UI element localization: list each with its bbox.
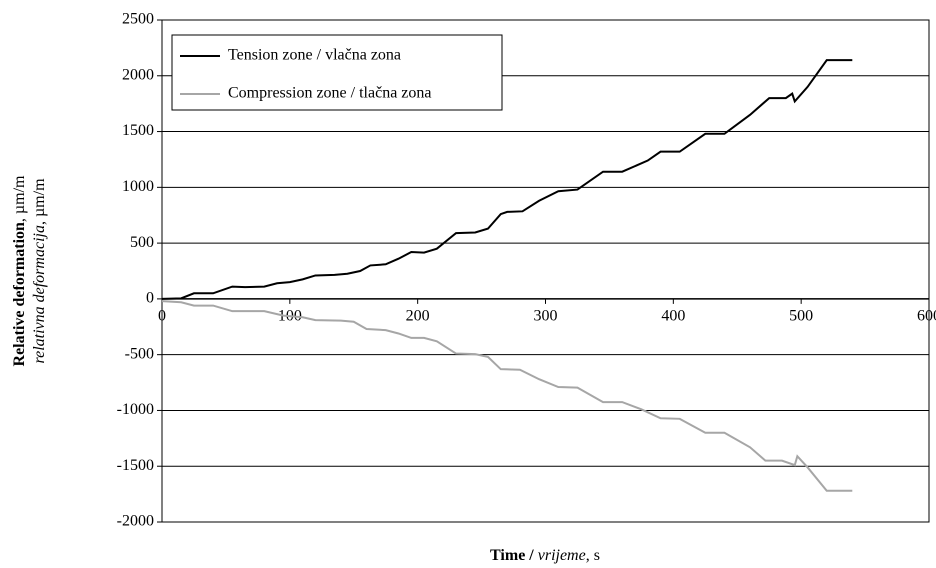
x-tick-label: 600 bbox=[917, 308, 936, 325]
y-tick-label: 500 bbox=[130, 234, 154, 251]
y-tick-label: 1000 bbox=[122, 178, 154, 195]
legend-label: Compression zone / tlačna zona bbox=[228, 85, 432, 102]
line-series bbox=[161, 59, 853, 300]
x-tick-label: 400 bbox=[661, 308, 685, 325]
y-tick-label: -500 bbox=[125, 345, 154, 362]
y-axis-label: relativna deformacija, µm/m bbox=[31, 178, 48, 364]
x-tick-label: 300 bbox=[534, 308, 558, 325]
x-tick-label: 200 bbox=[406, 308, 430, 325]
y-tick-label: 1500 bbox=[122, 122, 154, 139]
y-tick-label: 2500 bbox=[122, 11, 154, 28]
line-series bbox=[161, 300, 853, 492]
y-tick-label: 0 bbox=[146, 290, 154, 307]
y-axis-label: Relative deformation, µm/m bbox=[11, 175, 28, 367]
legend-label: Tension zone / vlačna zona bbox=[228, 47, 401, 64]
x-axis-label: Time / vrijeme, s bbox=[490, 547, 600, 564]
legend-box bbox=[171, 34, 503, 111]
x-tick-label: 0 bbox=[158, 308, 166, 325]
y-tick-label: 2000 bbox=[122, 66, 154, 83]
y-tick-label: -1500 bbox=[117, 457, 154, 474]
x-tick-label: 500 bbox=[789, 308, 813, 325]
y-tick-label: -1000 bbox=[117, 401, 154, 418]
y-tick-label: -2000 bbox=[117, 513, 154, 530]
